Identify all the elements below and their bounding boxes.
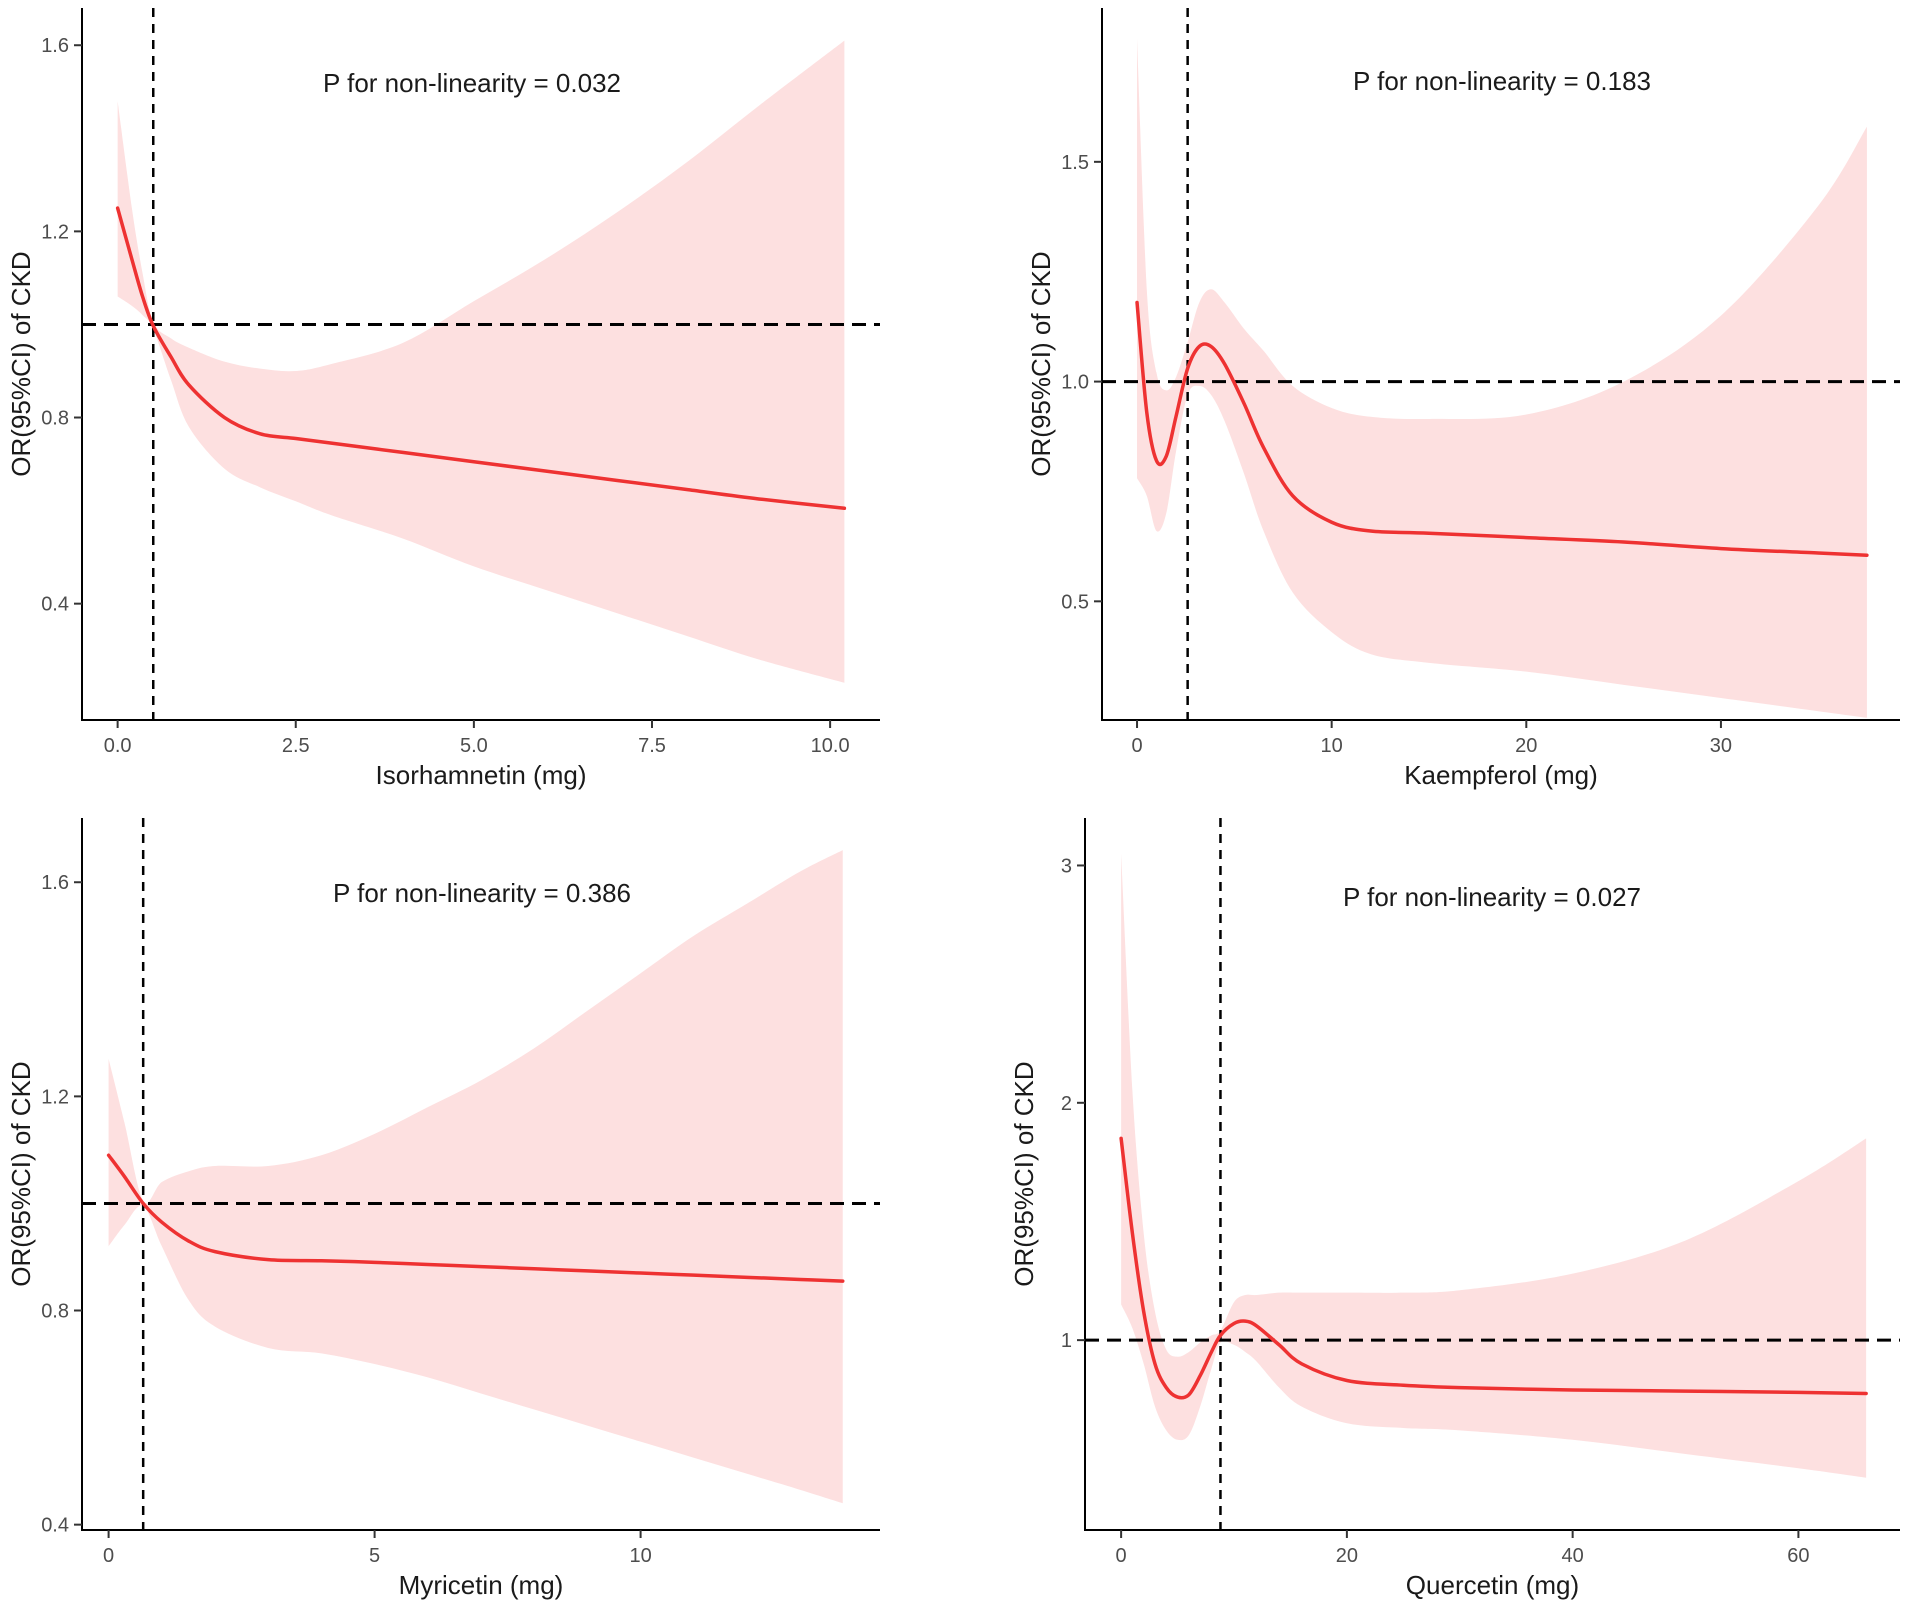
x-tick-label: 60 [1787, 1545, 1809, 1567]
x-tick-label: 0 [1116, 1545, 1127, 1567]
x-axis-title: Kaempferol (mg) [1404, 760, 1598, 790]
y-tick-label: 0.8 [41, 1301, 69, 1323]
y-tick-label: 1.0 [1061, 372, 1089, 394]
or-estimate-line [1119, 1136, 1868, 1400]
or-estimate-line [1135, 300, 1869, 557]
chart-panel-quercetin: 0 20 40 60 1 2 3 Quercetin (mg) OR(95%CI) of CKD… [1009, 818, 1900, 1600]
confidence-band [117, 40, 845, 683]
y-axis-title: OR(95%CI) of CKD [6, 1061, 36, 1286]
y-tick-label: 0.8 [41, 408, 69, 430]
x-axis-title: Quercetin (mg) [1406, 1570, 1579, 1600]
y-tick-label: 2 [1061, 1093, 1072, 1115]
p-nonlinearity-annotation: P for non-linearity = 0.027 [1343, 882, 1641, 912]
x-tick-label: 40 [1562, 1545, 1584, 1567]
x-tick-label: 5 [369, 1545, 380, 1567]
y-axis-title: OR(95%CI) of CKD [6, 251, 36, 476]
y-tick-label: 1.6 [41, 35, 69, 57]
x-tick-label: 10 [1321, 735, 1343, 757]
y-axis-title: OR(95%CI) of CKD [1009, 1061, 1039, 1286]
y-tick-label: 0.5 [1061, 591, 1089, 613]
x-tick-label: 0 [103, 1545, 114, 1567]
x-tick-label: 20 [1336, 1545, 1358, 1567]
x-tick-label: 0 [1131, 735, 1142, 757]
x-tick-label: 2.5 [282, 735, 310, 757]
chart-panel-kaempferol: 0 10 20 30 0.5 1.0 1.5 Kaempferol (mg) OR(95%CI)… [1026, 8, 1900, 790]
x-axis-title: Myricetin (mg) [399, 1570, 564, 1600]
y-tick-label: 0.4 [41, 1515, 69, 1537]
p-nonlinearity-annotation: P for non-linearity = 0.386 [333, 878, 631, 908]
p-nonlinearity-annotation: P for non-linearity = 0.032 [323, 68, 621, 98]
confidence-band [1137, 38, 1867, 718]
x-axis-title: Isorhamnetin (mg) [376, 760, 587, 790]
y-axis-title: OR(95%CI) of CKD [1026, 251, 1056, 476]
x-tick-label: 30 [1710, 735, 1732, 757]
chart-panel-isorhamnetin: 0.0 2.5 5.0 7.5 10.0 0.4 0.8 1.2 1.6 Isorhamnetin… [6, 8, 880, 790]
x-tick-label: 7.5 [638, 735, 666, 757]
x-tick-label: 20 [1515, 735, 1537, 757]
y-tick-label: 1.5 [1061, 152, 1089, 174]
x-tick-label: 5.0 [460, 735, 488, 757]
y-tick-label: 1 [1061, 1330, 1072, 1352]
y-tick-label: 1.6 [41, 872, 69, 894]
x-tick-label: 0.0 [104, 735, 132, 757]
y-tick-label: 1.2 [41, 221, 69, 243]
or-estimate-line [115, 206, 847, 511]
confidence-band [1121, 853, 1867, 1478]
x-tick-label: 10.0 [811, 735, 850, 757]
p-nonlinearity-annotation: P for non-linearity = 0.183 [1353, 66, 1651, 96]
y-tick-label: 0.4 [41, 594, 69, 616]
y-tick-label: 1.2 [41, 1086, 69, 1108]
or-estimate-line [106, 1153, 845, 1283]
y-tick-label: 3 [1061, 855, 1072, 877]
confidence-band [108, 850, 843, 1504]
x-tick-label: 10 [629, 1545, 651, 1567]
chart-panel-myricetin: 0 5 10 0.4 0.8 1.2 1.6 Myricetin (mg) OR(95%CI) … [6, 818, 880, 1600]
